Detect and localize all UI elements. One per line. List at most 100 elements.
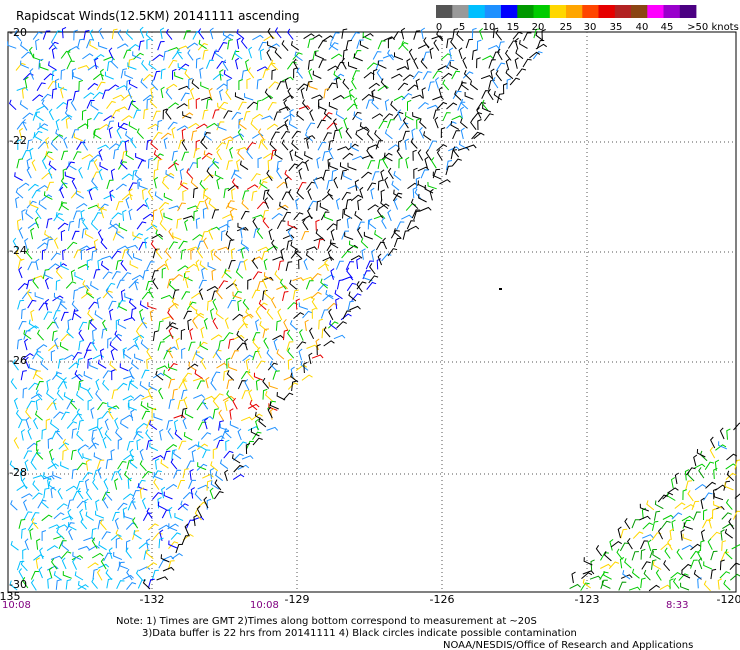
- wind-barb: [710, 568, 717, 580]
- wind-barb: [163, 350, 172, 360]
- legend-swatch: [566, 5, 583, 18]
- wind-barb: [37, 123, 49, 130]
- contamination-mark: [499, 288, 502, 290]
- wind-barb: [222, 395, 235, 402]
- wind-barb: [569, 583, 581, 590]
- wind-barb: [166, 419, 173, 430]
- wind-barb: [250, 173, 261, 182]
- wind-barb: [698, 557, 703, 570]
- wind-barb: [23, 499, 28, 511]
- wind-barb: [432, 168, 441, 179]
- wind-barb: [210, 461, 219, 472]
- wind-barb: [322, 294, 334, 302]
- wind-barb: [188, 341, 196, 352]
- wind-barb: [93, 452, 103, 461]
- wind-barb: [29, 147, 34, 160]
- wind-barb: [698, 467, 705, 479]
- wind-barb: [305, 246, 318, 251]
- wind-barb: [47, 437, 53, 449]
- wind-barb: [146, 261, 155, 271]
- wind-barb: [46, 402, 57, 411]
- wind-barb: [180, 180, 189, 190]
- wind-barb: [153, 153, 164, 161]
- wind-barb: [91, 437, 97, 449]
- wind-barb: [93, 112, 103, 121]
- wind-barb: [34, 292, 44, 300]
- wind-barb: [725, 472, 737, 480]
- wind-barb: [141, 410, 150, 420]
- wind-barb: [200, 326, 205, 339]
- wind-barb: [31, 518, 39, 530]
- wind-barb: [67, 49, 73, 61]
- wind-barb: [70, 449, 77, 460]
- wind-barb: [460, 118, 468, 129]
- wind-barb: [255, 308, 262, 320]
- wind-barb: [326, 223, 338, 231]
- wind-barb: [157, 501, 167, 511]
- wind-barb: [22, 112, 34, 120]
- wind-barb: [135, 428, 144, 439]
- wind-barb: [313, 177, 319, 189]
- wind-barb: [163, 369, 172, 380]
- wind-barb: [33, 554, 45, 561]
- wind-barb: [226, 390, 234, 402]
- wind-barb: [118, 302, 128, 311]
- wind-barb: [130, 307, 137, 319]
- wind-barb: [48, 41, 59, 50]
- wind-barb: [167, 308, 174, 321]
- wind-barb: [282, 76, 294, 82]
- wind-barb: [571, 571, 576, 584]
- wind-barb: [218, 339, 225, 350]
- wind-barb: [497, 41, 505, 52]
- wind-barb: [362, 32, 374, 39]
- wind-barb: [401, 93, 413, 101]
- wind-barb: [694, 483, 707, 491]
- wind-barb: [141, 369, 150, 379]
- wind-barb: [393, 189, 402, 199]
- wind-barb: [180, 328, 186, 340]
- wind-barb: [71, 230, 80, 240]
- wind-barb: [17, 299, 25, 310]
- wind-barb: [160, 86, 165, 99]
- wind-barb: [341, 57, 347, 70]
- wind-barb: [35, 207, 42, 220]
- wind-barb: [196, 463, 208, 471]
- legend-label: >50 knots: [687, 22, 739, 33]
- wind-barb: [384, 129, 393, 140]
- wind-barb: [188, 77, 193, 89]
- wind-barb: [253, 228, 260, 239]
- legend-label: 35: [610, 22, 623, 33]
- wind-barb: [21, 577, 29, 589]
- wind-barb: [196, 157, 201, 169]
- wind-barb: [117, 468, 123, 481]
- wind-barb: [289, 279, 298, 290]
- wind-barb: [111, 389, 119, 400]
- wind-barb: [46, 389, 55, 400]
- wind-barb: [267, 27, 274, 40]
- wind-barb: [604, 551, 612, 562]
- wind-barb: [451, 70, 461, 80]
- wind-barb: [392, 192, 403, 202]
- wind-barb: [305, 159, 310, 172]
- wind-barb: [128, 79, 138, 89]
- wind-barb: [65, 579, 72, 590]
- wind-barb: [103, 194, 115, 200]
- wind-barb: [262, 377, 270, 389]
- wind-barb: [197, 28, 205, 40]
- wind-barb: [217, 246, 230, 251]
- wind-barb: [206, 300, 213, 311]
- legend-swatch: [679, 5, 697, 18]
- wind-barb: [146, 348, 153, 360]
- wind-barb: [86, 288, 95, 299]
- wind-barb: [176, 125, 189, 131]
- wind-barb: [88, 426, 100, 431]
- wind-barb: [226, 370, 235, 381]
- wind-barb: [482, 104, 492, 113]
- wind-barb: [434, 116, 439, 129]
- wind-barb: [206, 167, 214, 179]
- wind-barb: [348, 88, 354, 101]
- wind-barb: [132, 231, 142, 240]
- wind-barb: [50, 486, 55, 499]
- wind-barb: [252, 437, 263, 446]
- wind-barb: [277, 308, 283, 321]
